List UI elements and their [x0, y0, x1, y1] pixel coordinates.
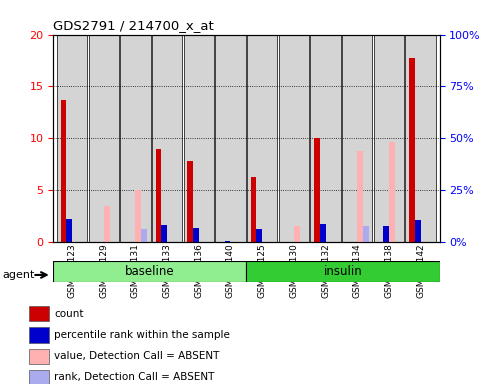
Text: GDS2791 / 214700_x_at: GDS2791 / 214700_x_at [53, 19, 214, 32]
Bar [152, 35, 183, 242]
Bar [156, 149, 161, 242]
Bar [104, 206, 110, 242]
Bar [28, 370, 49, 384]
Bar [193, 228, 199, 242]
Bar [389, 142, 395, 242]
Text: count: count [55, 309, 84, 319]
Bar [141, 230, 147, 242]
Bar [215, 35, 246, 242]
Bar [342, 35, 372, 242]
Bar [256, 229, 262, 242]
Bar [120, 35, 151, 242]
Bar [310, 35, 341, 242]
Bar [61, 100, 67, 242]
Bar [246, 261, 440, 282]
Bar [28, 306, 49, 321]
Bar [67, 219, 72, 242]
Bar [279, 35, 309, 242]
Bar [225, 241, 230, 242]
Bar [314, 138, 320, 242]
Bar [405, 35, 436, 242]
Bar [184, 35, 214, 242]
Bar [357, 151, 363, 242]
Bar [53, 261, 246, 282]
Text: baseline: baseline [125, 265, 174, 278]
Text: insulin: insulin [324, 265, 362, 278]
Bar [409, 58, 415, 242]
Bar [294, 227, 299, 242]
Bar [415, 220, 421, 242]
Bar [28, 328, 49, 343]
Bar [161, 225, 167, 242]
Bar [57, 35, 87, 242]
Bar [135, 190, 141, 242]
Text: value, Detection Call = ABSENT: value, Detection Call = ABSENT [55, 351, 220, 361]
Text: percentile rank within the sample: percentile rank within the sample [55, 330, 230, 340]
Bar [187, 161, 193, 242]
Bar [28, 349, 49, 364]
Bar [251, 177, 256, 242]
Bar [247, 35, 277, 242]
Bar [88, 35, 119, 242]
Bar [374, 35, 404, 242]
Bar [363, 227, 369, 242]
Text: rank, Detection Call = ABSENT: rank, Detection Call = ABSENT [55, 372, 215, 382]
Bar [320, 224, 326, 242]
Bar [383, 226, 389, 242]
Text: agent: agent [2, 270, 35, 280]
